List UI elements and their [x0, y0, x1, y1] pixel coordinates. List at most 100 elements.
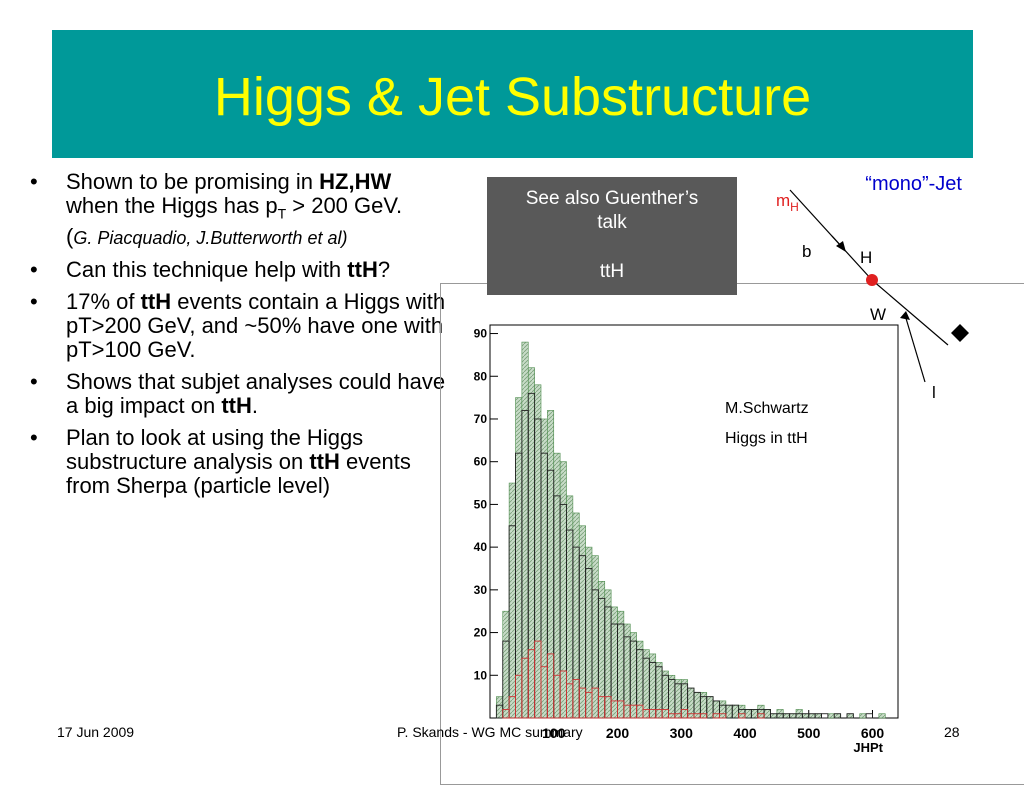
arrow-head: [836, 241, 846, 252]
histogram-bar: [521, 341, 529, 719]
line: [789, 189, 873, 281]
histogram-bar: [578, 525, 586, 719]
y-tick-label: 40: [474, 540, 488, 554]
footer-page: 28: [944, 724, 960, 740]
chart: “mono”-Jet mH b H W l M.Schwartz Higgs i…: [474, 173, 969, 755]
title-bar: Higgs & Jet Substructure: [52, 30, 973, 158]
histogram-bar: [502, 610, 510, 719]
bullet-list: Shown to be promising in HZ,HW when the …: [30, 170, 450, 506]
callout-text: See also Guenther’s talk: [525, 188, 699, 233]
callout-box: See also Guenther’s talk ttH: [487, 177, 737, 295]
text-run: Shows that subjet analyses could have a …: [66, 369, 446, 419]
y-tick-label: 60: [474, 455, 488, 469]
y-tick-label: 10: [474, 668, 488, 682]
bullet: Shows that subjet analyses could have a …: [30, 370, 450, 418]
histogram-bar: [604, 589, 612, 719]
text-run: ttH: [347, 257, 378, 283]
bullet: Shown to be promising in HZ,HW when the …: [30, 170, 416, 250]
text-run: when the Higgs has p: [66, 193, 278, 218]
histogram-bar: [808, 713, 816, 719]
histogram-bar: [719, 700, 727, 719]
footer-date: 17 Jun 2009: [57, 724, 135, 740]
histogram-bar: [757, 713, 765, 719]
text-run: Can this technique help with: [66, 257, 348, 283]
histogram-bar: [719, 713, 727, 719]
h-label: H: [860, 248, 872, 267]
histogram-bar: [865, 713, 873, 719]
slide: Higgs & Jet Substructure Shown to be pro…: [0, 0, 1024, 768]
histogram-bar: [744, 709, 752, 719]
histogram-bar: [636, 640, 644, 719]
jet-label: “mono”-Jet: [865, 173, 962, 195]
histogram-bar: [680, 679, 688, 719]
histogram-bar: [699, 713, 708, 719]
histogram-bar: [751, 709, 759, 719]
histogram-bar: [649, 653, 657, 719]
mass-sub: H: [790, 200, 799, 214]
annotation: Higgs in ttH: [725, 430, 808, 447]
text-run: ttH: [140, 289, 172, 315]
higgs-vertex: [866, 274, 878, 286]
histogram-bar: [731, 704, 739, 719]
x-tick-label: 500: [797, 725, 821, 741]
histogram-bar: [674, 679, 682, 719]
histogram-bar: [591, 555, 599, 719]
histogram-bar: [623, 623, 631, 719]
histogram-bar: [827, 713, 835, 719]
histogram-bar: [527, 367, 535, 719]
histogram-bar: [763, 709, 771, 719]
x-axis-label: JHPt: [853, 740, 883, 755]
y-tick-label: 30: [474, 583, 488, 597]
histogram-bar: [833, 713, 841, 719]
x-tick-label: 100: [542, 725, 566, 741]
text-run: Plan to look at using the Higgs substruc…: [66, 425, 364, 475]
histogram-bar: [833, 713, 842, 719]
text-run: T: [277, 205, 287, 222]
text-run: ttH: [221, 393, 252, 419]
text-run: 17% of: [66, 289, 141, 315]
histogram-bar: [738, 713, 746, 719]
histogram-bar: [706, 696, 714, 719]
line: [871, 279, 949, 346]
histogram-bar: [553, 452, 561, 719]
text-run: .: [251, 393, 258, 419]
text-run: > 200 GeV. (: [66, 193, 403, 250]
y-tick-label: 90: [474, 327, 488, 341]
annotation: M.Schwartz: [725, 400, 809, 417]
mass-label: mH: [776, 191, 799, 214]
histogram-bar: [496, 696, 504, 719]
diamond: [951, 324, 969, 342]
histogram-bar: [566, 495, 574, 719]
b-label: b: [802, 242, 811, 261]
histogram-bar: [559, 461, 567, 719]
histogram-bar: [846, 713, 854, 719]
bullet: Plan to look at using the Higgs substruc…: [30, 426, 450, 498]
histogram-bar: [802, 713, 810, 719]
y-tick-label: 70: [474, 412, 488, 426]
histogram-bar: [821, 713, 829, 719]
histogram-bar: [617, 610, 625, 719]
decay-diagram: “mono”-Jet mH b H W l: [776, 173, 969, 402]
text-run: events contain a Higgs with pT>200 GeV, …: [66, 289, 446, 363]
histogram-bar: [534, 384, 542, 719]
histogram-bar: [712, 700, 720, 719]
line: [904, 314, 926, 383]
text-run: G. Piacquadio, J.Butterworth et al): [73, 228, 348, 249]
x-tick-label: 600: [861, 725, 885, 741]
x-tick-label: 400: [733, 725, 757, 741]
histogram-bar: [668, 674, 676, 719]
histogram-bar: [508, 482, 516, 719]
histogram-bar: [789, 713, 797, 719]
y-tick-label: 50: [474, 497, 488, 511]
l-label: l: [932, 383, 936, 402]
w-label: W: [870, 305, 886, 324]
x-tick-label: 200: [606, 725, 630, 741]
histogram-bar: [547, 410, 555, 719]
slide-title: Higgs & Jet Substructure: [213, 67, 812, 127]
histogram-bar: [540, 418, 548, 719]
text-run: Shown to be promising in: [66, 169, 320, 194]
text-run: events from Sherpa (particle level): [66, 449, 411, 499]
text-run: ?: [377, 257, 391, 283]
mass: m: [776, 191, 790, 210]
histogram-bar: [661, 670, 669, 719]
